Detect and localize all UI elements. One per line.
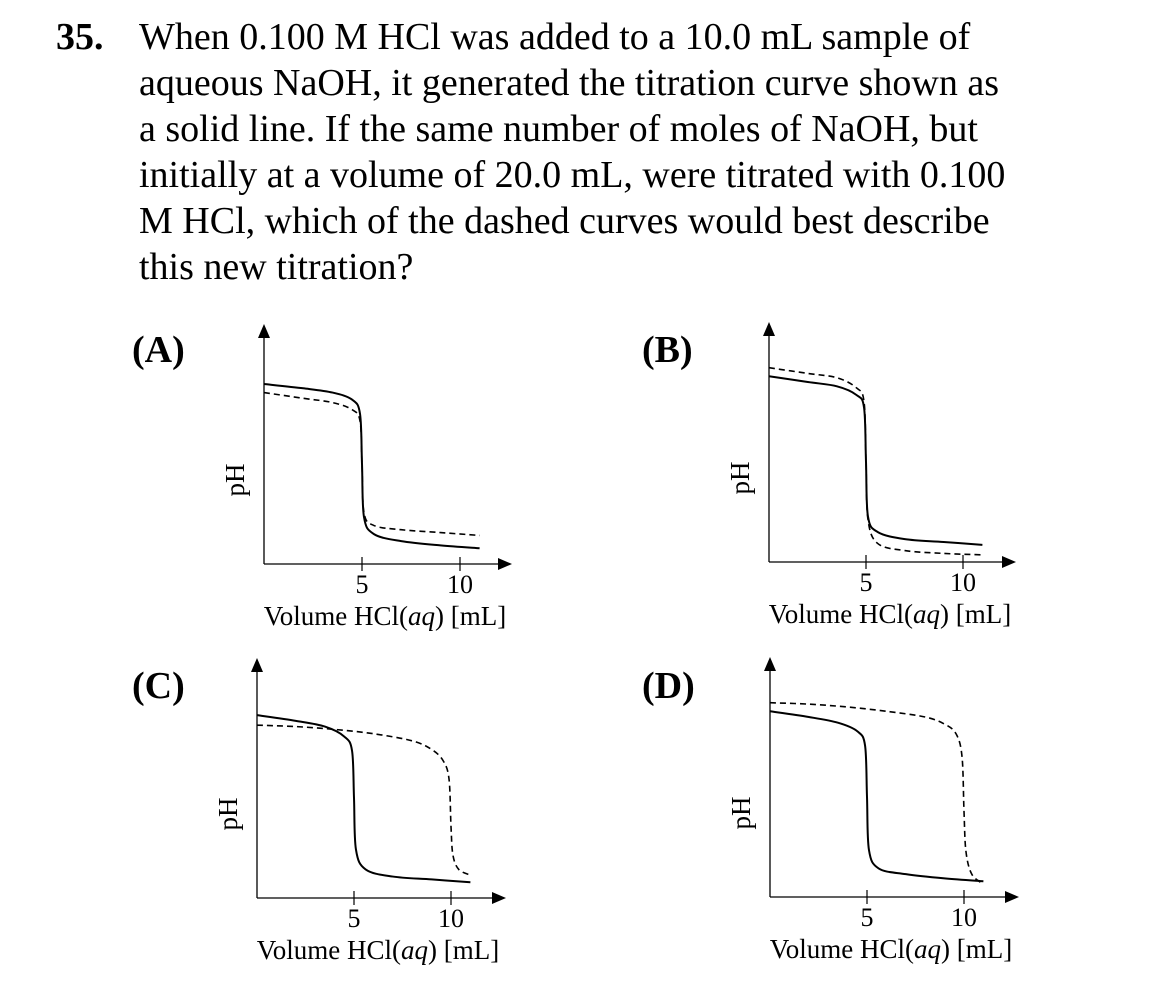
y-axis-arrow-icon — [764, 657, 776, 671]
y-axis-label: pH — [725, 462, 755, 495]
solid-titration-curve — [256, 714, 471, 884]
x-axis-arrow-icon — [498, 558, 512, 570]
solid-titration-curve — [768, 375, 983, 546]
dashed-titration-curve — [263, 391, 480, 537]
question-line: a solid line. If the same number of mole… — [139, 108, 978, 150]
y-axis-label: pH — [726, 797, 756, 830]
option-a-label[interactable]: (A) — [132, 329, 185, 371]
x-tick-label: 10 — [951, 903, 977, 932]
x-tick-label: 5 — [348, 904, 361, 933]
x-axis-label: Volume HCl(aq) [mL] — [770, 934, 1012, 964]
dashed-titration-curve — [768, 366, 983, 556]
x-axis-label: Volume HCl(aq) [mL] — [264, 601, 506, 631]
question-number: 35. — [56, 16, 104, 58]
x-tick-label: 5 — [861, 903, 874, 932]
dashed-titration-curve — [769, 701, 984, 885]
question-line: this new titration? — [139, 246, 414, 288]
x-tick-label: 10 — [447, 570, 473, 599]
question-line: M HCl, which of the dashed curves would … — [139, 200, 990, 242]
x-axis-arrow-icon — [1002, 556, 1016, 568]
question-text: When 0.100 M HCl was added to a 10.0 mL … — [139, 14, 1099, 290]
option-c-label[interactable]: (C) — [132, 665, 185, 707]
y-axis-label: pH — [220, 464, 250, 497]
option-d-label[interactable]: (D) — [642, 665, 695, 707]
solid-titration-curve — [769, 710, 984, 883]
question-line: When 0.100 M HCl was added to a 10.0 mL … — [139, 16, 971, 58]
y-axis-arrow-icon — [763, 322, 775, 336]
x-tick-label: 10 — [950, 568, 976, 597]
x-axis-label: Volume HCl(aq) [mL] — [257, 935, 499, 965]
x-tick-label: 5 — [860, 568, 873, 597]
solid-titration-curve — [263, 383, 480, 550]
y-axis-arrow-icon — [258, 324, 270, 338]
dashed-titration-curve — [256, 724, 471, 876]
x-axis-arrow-icon — [492, 892, 506, 904]
y-axis-label: pH — [213, 798, 243, 831]
question-line: initially at a volume of 20.0 mL, were t… — [139, 154, 1006, 196]
option-b-label[interactable]: (B) — [642, 329, 693, 371]
x-axis-label: Volume HCl(aq) [mL] — [769, 599, 1011, 629]
x-axis-arrow-icon — [1005, 891, 1019, 903]
x-tick-label: 10 — [438, 904, 464, 933]
y-axis-arrow-icon — [251, 658, 263, 672]
x-tick-label: 5 — [356, 570, 369, 599]
question-line: aqueous NaOH, it generated the titration… — [139, 62, 1000, 104]
